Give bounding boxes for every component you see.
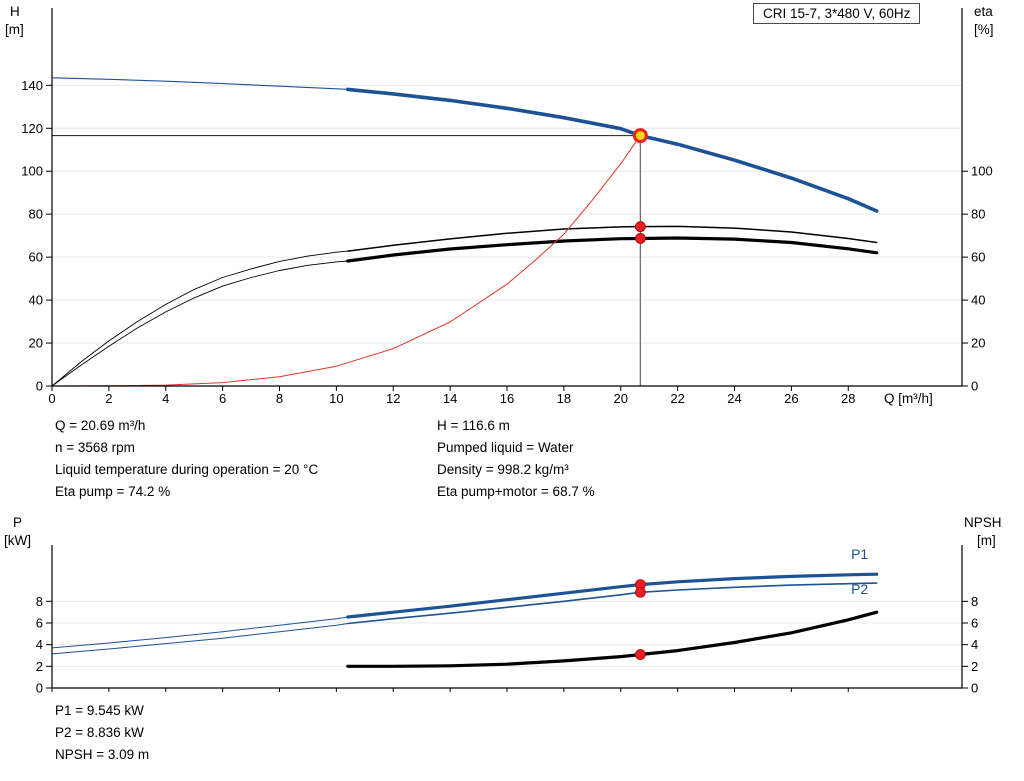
q-axis-title: Q [m³/h] [884, 391, 933, 406]
annotation-line: Eta pump+motor = 68.7 % [437, 484, 595, 499]
y-tick-label: 100 [21, 164, 43, 179]
npsh-curve [346, 610, 879, 668]
y-tick-label: 8 [971, 594, 978, 609]
annotation-line: Pumped liquid = Water [437, 440, 574, 455]
p-axis-unit: [kW] [4, 533, 31, 548]
annotation-line: P1 = 9.545 kW [55, 703, 144, 718]
p2-label: P2 [851, 581, 868, 597]
y-tick-label: 6 [36, 616, 43, 631]
power-annotations: P1 = 9.545 kW P2 = 8.836 kW NPSH = 3.09 … [55, 700, 149, 766]
y-tick-label: 100 [971, 164, 993, 179]
eta-pump-motor-point [634, 233, 646, 244]
x-tick-label: 6 [219, 391, 226, 406]
power-npsh-chart: 0 2 4 6 8 0 2 4 6 8 P1 P2 [36, 545, 978, 696]
p-axis-title: P [13, 515, 23, 530]
x-tick-label: 12 [386, 391, 400, 406]
annotation-line: P2 = 8.836 kW [55, 725, 144, 740]
eta-pump-motor-curve [346, 236, 879, 263]
y-tick-label: 2 [971, 659, 978, 674]
x-tick-label: 2 [105, 391, 112, 406]
pump-model-label: CRI 15-7, 3*480 V, 60Hz [753, 3, 921, 24]
duty-annotations-col2: H = 116.6 m Pumped liquid = Water Densit… [437, 415, 595, 503]
h-curve-leadin [51, 77, 349, 90]
eta-pump-curve [347, 225, 878, 252]
eta-axis-title: eta [974, 4, 993, 19]
p1-curve-leadin [51, 616, 349, 649]
y-tick-label: 80 [29, 207, 43, 222]
x-tick-label: 0 [48, 391, 55, 406]
duty-point [632, 128, 648, 144]
x-tick-label: 10 [329, 391, 343, 406]
x-tick-label: 20 [614, 391, 628, 406]
y-tick-label: 20 [29, 336, 43, 351]
x-tick-label: 8 [276, 391, 283, 406]
y-tick-label: 2 [36, 659, 43, 674]
hq-eta-chart: 0 2 4 6 8 10 12 14 16 18 20 22 24 26 28020406080100120… [21, 8, 993, 406]
annotation-line: Q = 20.69 m³/h [55, 418, 146, 433]
annotation-line: Density = 998.2 kg/m³ [437, 462, 569, 477]
h-curve [345, 87, 879, 213]
y-tick-label: 0 [36, 379, 43, 394]
annotation-line: Eta pump = 74.2 % [55, 484, 171, 499]
x-tick-label: 14 [443, 391, 457, 406]
y-tick-label: 4 [971, 637, 978, 652]
y-tick-label: 20 [971, 336, 985, 351]
y-tick-label: 4 [36, 637, 43, 652]
annotation-line: n = 3568 rpm [55, 440, 135, 455]
annotation-line: Liquid temperature during operation = 20… [55, 462, 319, 477]
h-axis-title: H [10, 4, 20, 19]
p2-curve-leadin [51, 623, 349, 655]
x-tick-label: 24 [727, 391, 741, 406]
annotation-line: NPSH = 3.09 m [55, 747, 150, 762]
x-tick-label: 26 [784, 391, 798, 406]
x-tick-label: 16 [500, 391, 514, 406]
p1-curve [346, 572, 879, 619]
x-tick-label: 28 [841, 391, 855, 406]
y-tick-label: 8 [36, 594, 43, 609]
eta-pump-motor-leadin [51, 260, 349, 387]
x-tick-label: 18 [557, 391, 571, 406]
eta-pump-leadin [51, 250, 349, 387]
y-tick-label: 80 [971, 207, 985, 222]
npsh-axis-title: NPSH [964, 515, 1002, 530]
x-tick-label: 22 [670, 391, 684, 406]
npsh-point [634, 649, 646, 660]
y-tick-label: 120 [21, 121, 43, 136]
p2-point [634, 586, 646, 598]
duty-annotations-col1: Q = 20.69 m³/h n = 3568 rpm Liquid tempe… [55, 415, 318, 503]
npsh-axis-unit: [m] [977, 533, 996, 548]
p1-label: P1 [851, 546, 868, 562]
y-tick-label: 40 [971, 293, 985, 308]
h-axis-unit: [m] [5, 22, 24, 37]
y-tick-label: 0 [971, 681, 978, 696]
y-tick-label: 0 [36, 681, 43, 696]
y-tick-label: 0 [971, 379, 978, 394]
y-tick-label: 60 [971, 250, 985, 265]
eta-axis-unit: [%] [974, 22, 994, 37]
y-tick-label: 140 [21, 78, 43, 93]
p2-curve [346, 582, 878, 625]
eta-pump-point [634, 221, 646, 233]
annotation-line: H = 116.6 m [437, 418, 510, 433]
system-curve [51, 135, 641, 387]
y-tick-label: 60 [29, 250, 43, 265]
y-tick-label: 6 [971, 616, 978, 631]
x-tick-label: 4 [162, 391, 169, 406]
y-tick-label: 40 [29, 293, 43, 308]
